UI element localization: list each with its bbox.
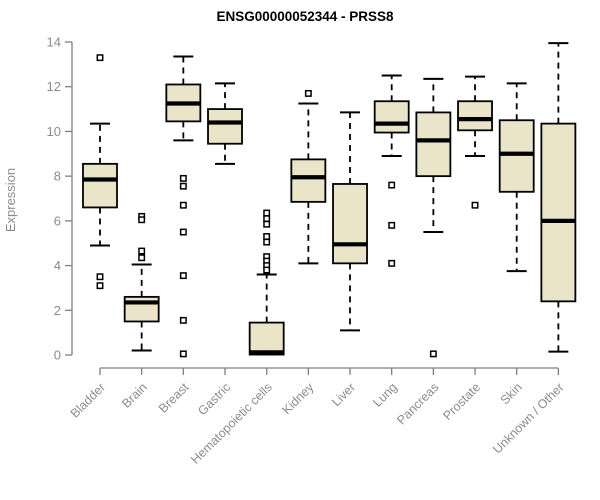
outlier-point [263,209,271,217]
outlier-point [304,89,312,97]
iqr-box [457,100,493,132]
boxplot-unknown-other [540,42,577,353]
chart-title: ENSG00000052344 - PRSS8 [216,9,394,24]
x-category-label: Lung [370,380,400,410]
outlier-point [96,273,104,281]
boxplot-brain [123,212,160,352]
y-tick-label: 0 [54,348,61,363]
iqr-box [332,183,368,265]
boxplot-pancreas [415,77,452,358]
outlier-point [138,247,146,255]
outlier-point [263,215,271,223]
outlier-point [263,233,271,240]
boxplot-kidney [290,89,327,265]
boxplot-skin [498,82,535,273]
x-category-label: Breast [156,380,192,416]
boxplot-gastric [207,82,243,165]
boxplot-breast [165,55,202,358]
boxplot-liver [332,111,368,332]
iqr-box [498,119,535,193]
boxplot-lung [373,74,410,267]
boxplot-hematopoietic-cells [248,209,285,356]
iqr-box [82,162,118,209]
x-category-label: Kidney [280,380,317,417]
outlier-point [96,54,104,62]
outlier-point [179,182,187,190]
outlier-point [388,181,396,189]
boxplot-prostate [457,75,493,209]
y-tick-label: 6 [54,213,61,228]
x-category-label: Gastric [195,380,233,418]
x-category-label: Liver [329,380,358,409]
boxplot-bladder [82,54,118,290]
x-category-label: Brain [119,380,150,411]
outlier-point [263,220,271,228]
outlier-point [179,316,187,324]
y-tick-label: 14 [47,35,61,50]
x-category-label: Skin [498,380,525,407]
outlier-point [179,201,187,209]
x-category-label: Prostate [440,380,483,423]
outlier-point [471,201,479,209]
iqr-box [540,122,577,303]
x-category-label: Hematopoietic cells [188,380,275,467]
iqr-box [207,108,243,145]
x-category-label: Unknown / Other [490,380,566,456]
outlier-point [138,216,146,224]
x-category-label: Bladder [68,380,108,420]
outlier-point [263,238,271,246]
iqr-box [248,321,285,356]
y-tick-label: 12 [47,79,61,94]
outlier-point [138,254,146,262]
outlier-point [263,266,271,274]
outlier-point [179,350,187,358]
boxplot-series [82,42,577,358]
outlier-point [179,228,187,236]
y-tick-label: 2 [54,303,61,318]
y-axis-title: Expression [3,168,18,232]
outlier-point [179,174,187,182]
outlier-point [429,350,437,358]
outlier-point [179,272,187,280]
y-tick-label: 10 [47,124,61,139]
outlier-point [96,282,104,290]
iqr-box [290,158,327,203]
x-category-label: Pancreas [394,380,441,427]
iqr-box [415,111,452,178]
iqr-box [373,100,410,134]
outlier-point [388,221,396,229]
outlier-point [388,259,396,267]
y-tick-label: 4 [54,258,61,273]
axes: 0 2 4 6 8 10 12 14 Bladder Brain Breast GastricHema… [47,35,567,467]
y-tick-label: 8 [54,169,61,184]
